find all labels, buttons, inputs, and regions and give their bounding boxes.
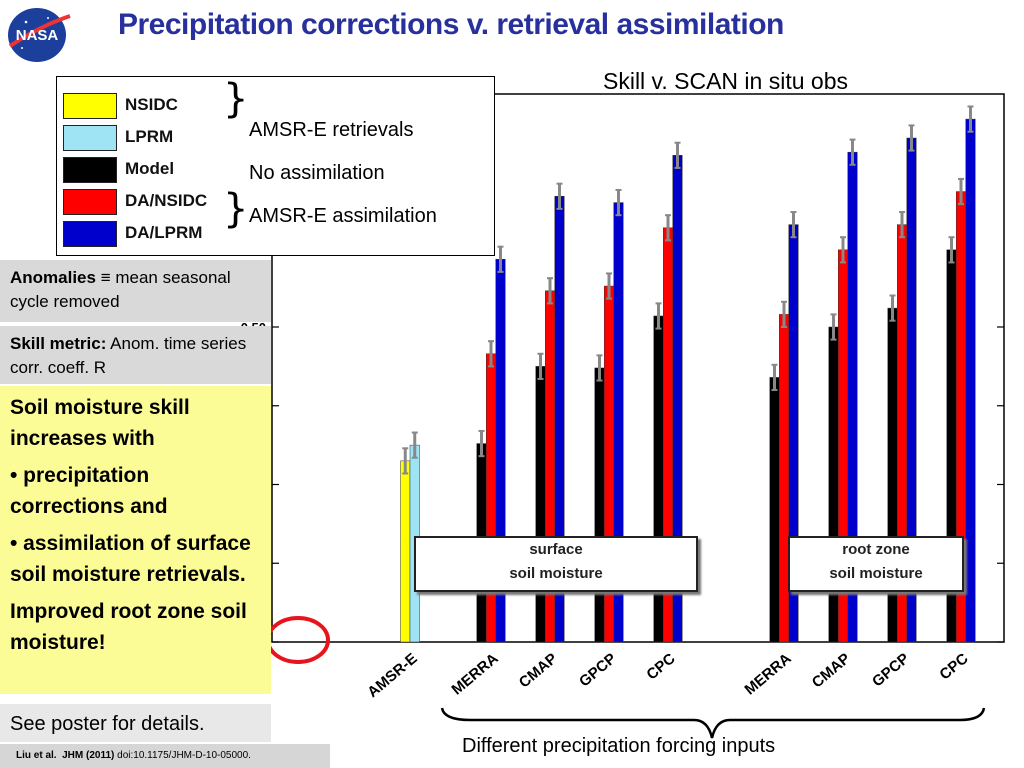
forcing-inputs-label: Different precipitation forcing inputs	[462, 735, 776, 757]
skill-metric-text: Anom. time series corr. coeff. R	[10, 334, 247, 377]
x-category-label: GPCP	[869, 650, 912, 690]
chart-title: Skill v. SCAN in situ obs	[603, 68, 848, 94]
anomalies-panel: Anomalies ≡ mean seasonal cycle removed	[0, 260, 271, 322]
finding-line: Soil moisture skill increases with	[10, 396, 190, 450]
legend-swatch	[63, 189, 117, 215]
finding-line: • precipitation corrections and	[10, 464, 168, 518]
bar-model	[769, 377, 780, 643]
legend-label: DA/NSIDC	[125, 191, 208, 210]
legend-note-assimilation: AMSR-E assimilation	[249, 205, 437, 227]
root-zone-soil-moisture-label: root zone soil moisture	[788, 536, 964, 592]
forcing-brace	[440, 707, 986, 739]
skill-metric-panel: Skill metric: Anom. time series corr. co…	[0, 326, 271, 384]
bar-model	[535, 366, 546, 643]
x-category-label: AMSR-E	[364, 650, 420, 701]
legend-swatch	[63, 157, 117, 183]
bar-model	[594, 367, 605, 643]
legend-swatch	[63, 125, 117, 151]
bar-da-nsidc	[486, 353, 496, 643]
finding-line: • assimilation of surface soil moisture …	[10, 532, 251, 586]
annotation-line: soil moisture	[509, 565, 603, 582]
nasa-logo: NASA	[8, 8, 71, 62]
legend-swatch	[63, 221, 117, 247]
brace-icon: }	[223, 76, 249, 122]
legend-label: NSIDC	[125, 95, 178, 114]
poster-note: See poster for details.	[0, 704, 271, 742]
x-category-label: CPC	[936, 650, 971, 683]
x-category-label: GPCP	[576, 650, 619, 690]
annotation-line: surface	[529, 541, 583, 558]
skill-metric-heading: Skill metric:	[10, 334, 107, 353]
legend-note-no-assimilation: No assimilation	[249, 162, 385, 184]
citation: Liu et al. JHM (2011) doi:10.1175/JHM-D-…	[0, 744, 330, 768]
citation-doi: doi:10.1175/JHM-D-10-05000.	[114, 750, 251, 761]
legend-label: Model	[125, 159, 175, 178]
x-category-label: MERRA	[449, 650, 502, 698]
bar-model	[653, 315, 664, 643]
annotation-line: root zone	[842, 541, 910, 558]
bar-da-lprm	[965, 118, 976, 643]
x-category-label: CMAP	[516, 650, 561, 691]
x-category-label: MERRA	[742, 650, 795, 698]
annotation-line: soil moisture	[829, 565, 923, 582]
anomalies-text: ≡ mean seasonal cycle removed	[10, 268, 231, 311]
x-category-label: CMAP	[809, 650, 854, 691]
legend-label: LPRM	[125, 127, 174, 146]
x-category-label: CPC	[643, 650, 678, 683]
legend-label: DA/LPRM	[125, 223, 203, 242]
bar-nsidc	[400, 460, 411, 643]
bar-da-nsidc	[779, 314, 789, 643]
legend-swatch	[63, 93, 117, 119]
bar-model	[828, 326, 839, 643]
legend: NSIDC LPRM Model DA/NSIDC DA/LPRM } } AM…	[56, 76, 495, 256]
citation-authors: Liu et al.	[16, 750, 57, 761]
slide-title: Precipitation corrections v. retrieval a…	[118, 8, 784, 41]
citation-journal: JHM (2011)	[62, 750, 115, 761]
logo-text: NASA	[16, 27, 59, 44]
brace-icon: }	[223, 186, 249, 232]
finding-line: Improved root zone soil moisture!	[10, 600, 247, 654]
findings-panel: Soil moisture skill increases with • pre…	[0, 386, 271, 694]
legend-note-retrievals: AMSR-E retrievals	[249, 119, 414, 141]
anomalies-heading: Anomalies	[10, 268, 96, 287]
surface-soil-moisture-label: surface soil moisture	[414, 536, 698, 592]
